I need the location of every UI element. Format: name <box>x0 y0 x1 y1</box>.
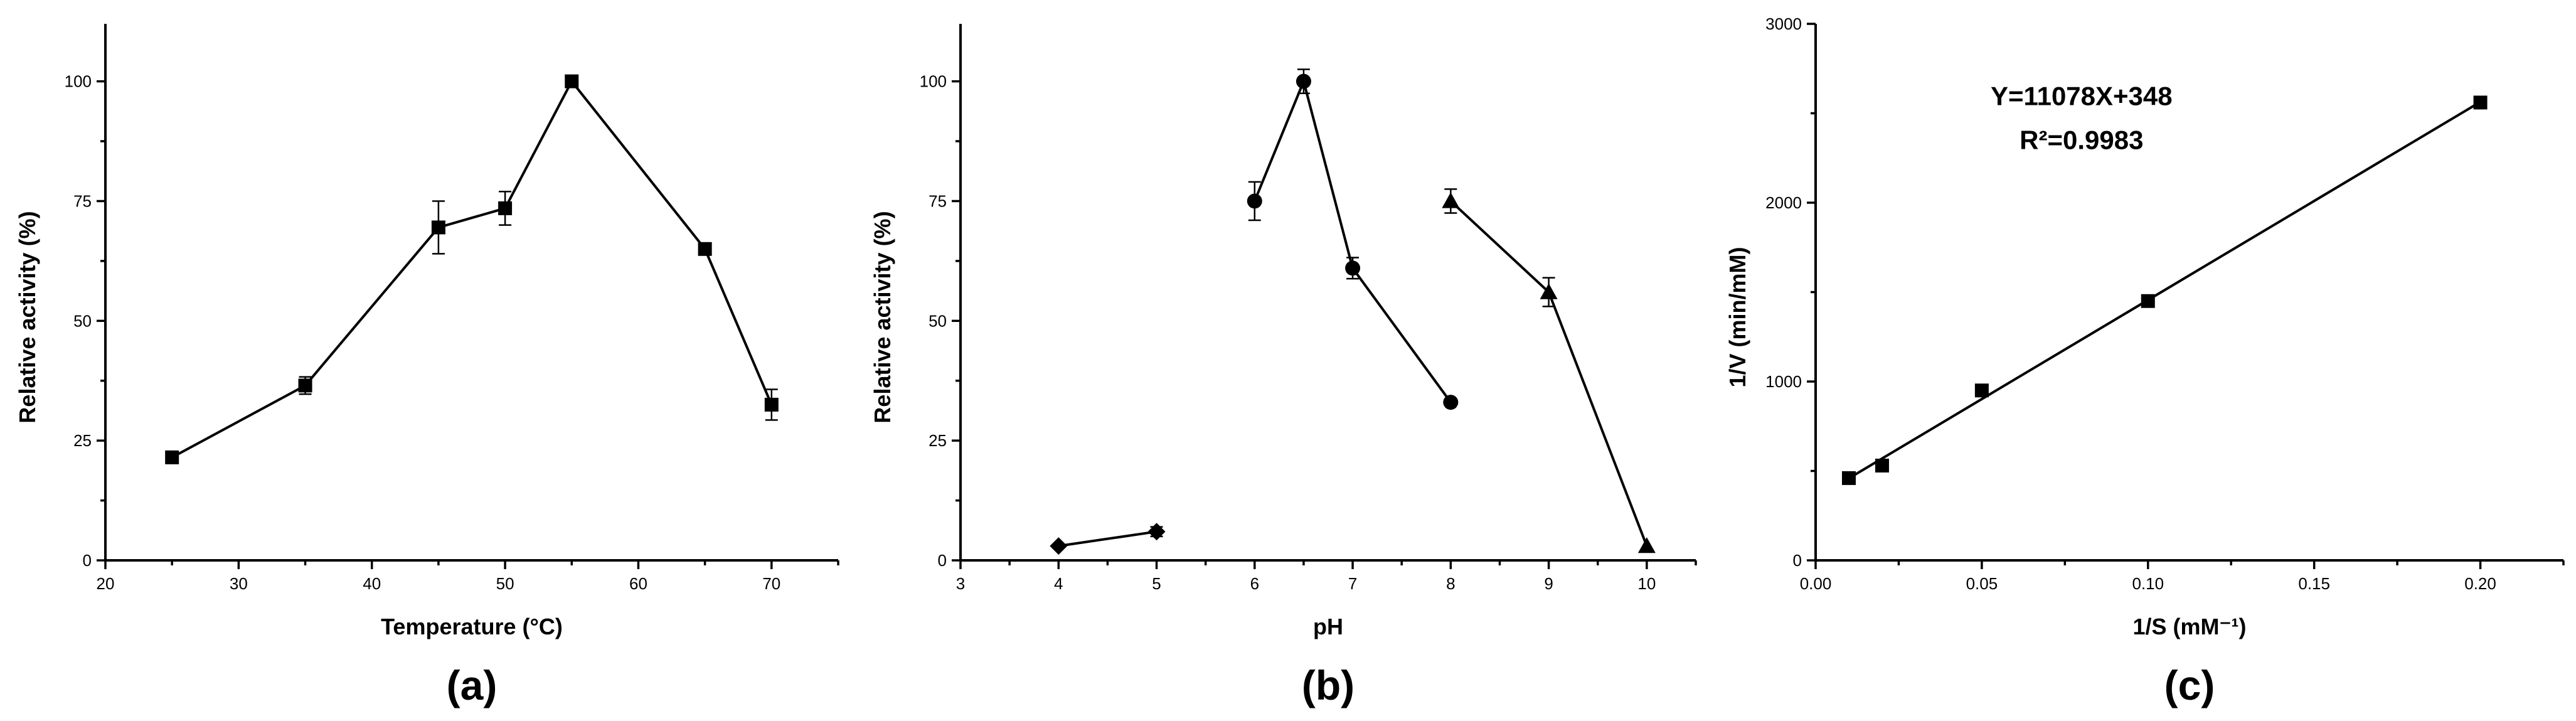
data-point <box>298 378 312 393</box>
panel-label: (c) <box>2164 662 2215 708</box>
data-point <box>2141 294 2155 308</box>
data-point <box>1345 260 1361 276</box>
x-tick-label: 3 <box>956 574 965 593</box>
panel-label: (a) <box>447 662 498 708</box>
y-tick-label: 50 <box>73 311 92 330</box>
y-tick-label: 1000 <box>1765 372 1802 391</box>
r-squared: R²=0.9983 <box>2020 126 2143 155</box>
x-tick-label: 0.15 <box>2298 574 2330 593</box>
data-point <box>1540 283 1558 299</box>
x-tick-label: 8 <box>1446 574 1455 593</box>
y-tick-label: 3000 <box>1765 14 1802 33</box>
data-point <box>1974 383 1989 398</box>
y-tick-label: 100 <box>65 72 92 91</box>
data-point <box>2473 95 2488 110</box>
x-tick-label: 0.20 <box>2464 574 2496 593</box>
data-point <box>1443 395 1459 410</box>
y-tick-label: 75 <box>73 191 92 210</box>
data-point <box>1442 192 1460 208</box>
data-point <box>764 397 779 412</box>
chart-panel-2: 0.00 0.05 0.10 0.15 0.20 0 1000 2000 3000 1/S (mM… <box>1725 14 2565 708</box>
y-tick-label: 100 <box>920 72 947 91</box>
data-point <box>565 74 579 88</box>
data-point <box>498 201 513 215</box>
x-tick-label: 7 <box>1348 574 1357 593</box>
x-tick-label: 0.10 <box>2132 574 2164 593</box>
data-point <box>165 450 179 464</box>
data-point <box>1050 537 1068 555</box>
y-tick-label: 0 <box>83 551 92 570</box>
x-tick-label: 0.00 <box>1800 574 1832 593</box>
data-point <box>1841 471 1856 485</box>
series-0 <box>165 74 779 464</box>
x-tick-label: 60 <box>629 574 647 593</box>
data-point <box>1637 537 1656 553</box>
x-tick-label: 0.05 <box>1966 574 1998 593</box>
fit-line <box>1848 100 2481 479</box>
y-tick-label: 75 <box>929 191 947 210</box>
data-point <box>1296 73 1311 89</box>
y-axis-label: Relative activity (%) <box>870 211 895 423</box>
data-point <box>1875 458 1889 473</box>
chart-panel-0: 20 30 40 50 60 70 0 25 50 75 100 Temperature (°C) Re… <box>14 24 839 708</box>
y-tick-label: 2000 <box>1765 193 1802 212</box>
x-tick-label: 20 <box>97 574 115 593</box>
data-point <box>1247 193 1262 209</box>
series-0 <box>1841 95 2488 485</box>
y-tick-label: 25 <box>73 431 92 450</box>
y-axis-label: 1/V (min/mM) <box>1725 247 1750 387</box>
x-axis-label: Temperature (°C) <box>381 614 563 639</box>
x-tick-label: 50 <box>496 574 514 593</box>
x-axis-label: pH <box>1313 614 1343 639</box>
series-1 <box>1247 68 1459 410</box>
series-line <box>1253 77 1452 403</box>
x-axis-label: 1/S (mM⁻¹) <box>2132 614 2246 639</box>
data-point <box>431 220 445 235</box>
series-0 <box>1050 523 1166 555</box>
series-2 <box>1442 188 1656 553</box>
y-tick-label: 0 <box>1793 551 1802 570</box>
y-axis-label: Relative activity (%) <box>14 211 40 423</box>
x-tick-label: 30 <box>230 574 248 593</box>
x-tick-label: 70 <box>762 574 780 593</box>
series-line <box>171 78 773 459</box>
y-tick-label: 25 <box>929 431 947 450</box>
data-point <box>698 242 712 256</box>
x-tick-label: 9 <box>1544 574 1553 593</box>
x-tick-label: 4 <box>1054 574 1063 593</box>
fit-equation: Y=11078X+348 <box>1991 82 2173 111</box>
panel-label: (b) <box>1302 662 1355 708</box>
series-line <box>1058 530 1157 548</box>
x-tick-label: 6 <box>1250 574 1259 593</box>
x-tick-label: 40 <box>363 574 381 593</box>
series-line <box>1449 200 1648 547</box>
y-tick-label: 50 <box>929 311 947 330</box>
x-tick-label: 5 <box>1152 574 1161 593</box>
y-tick-label: 0 <box>938 551 947 570</box>
data-point <box>1147 523 1166 541</box>
x-tick-label: 10 <box>1637 574 1656 593</box>
